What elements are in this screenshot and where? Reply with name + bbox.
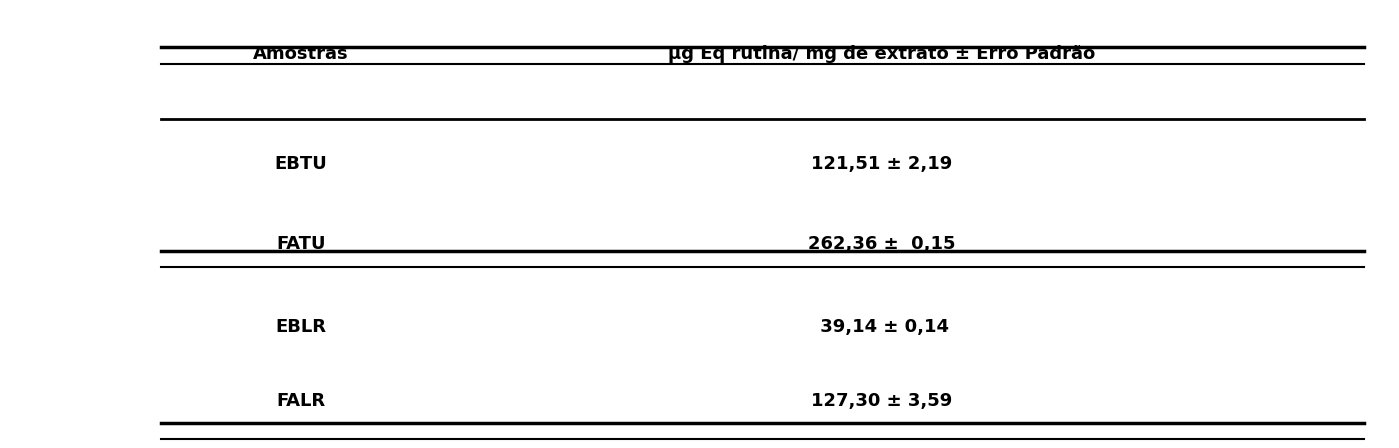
Text: 39,14 ± 0,14: 39,14 ± 0,14: [814, 318, 949, 336]
Text: FATU: FATU: [276, 235, 326, 253]
Text: 262,36 ±  0,15: 262,36 ± 0,15: [807, 235, 956, 253]
Text: EBTU: EBTU: [274, 155, 327, 172]
Text: μg Eq rutina/ mg de extrato ± Erro Padrão: μg Eq rutina/ mg de extrato ± Erro Padrã…: [667, 45, 1095, 63]
Text: 121,51 ± 2,19: 121,51 ± 2,19: [811, 155, 951, 172]
Text: FALR: FALR: [276, 392, 326, 410]
Text: EBLR: EBLR: [276, 318, 326, 336]
Text: Amostras: Amostras: [253, 45, 348, 63]
Text: 127,30 ± 3,59: 127,30 ± 3,59: [811, 392, 951, 410]
